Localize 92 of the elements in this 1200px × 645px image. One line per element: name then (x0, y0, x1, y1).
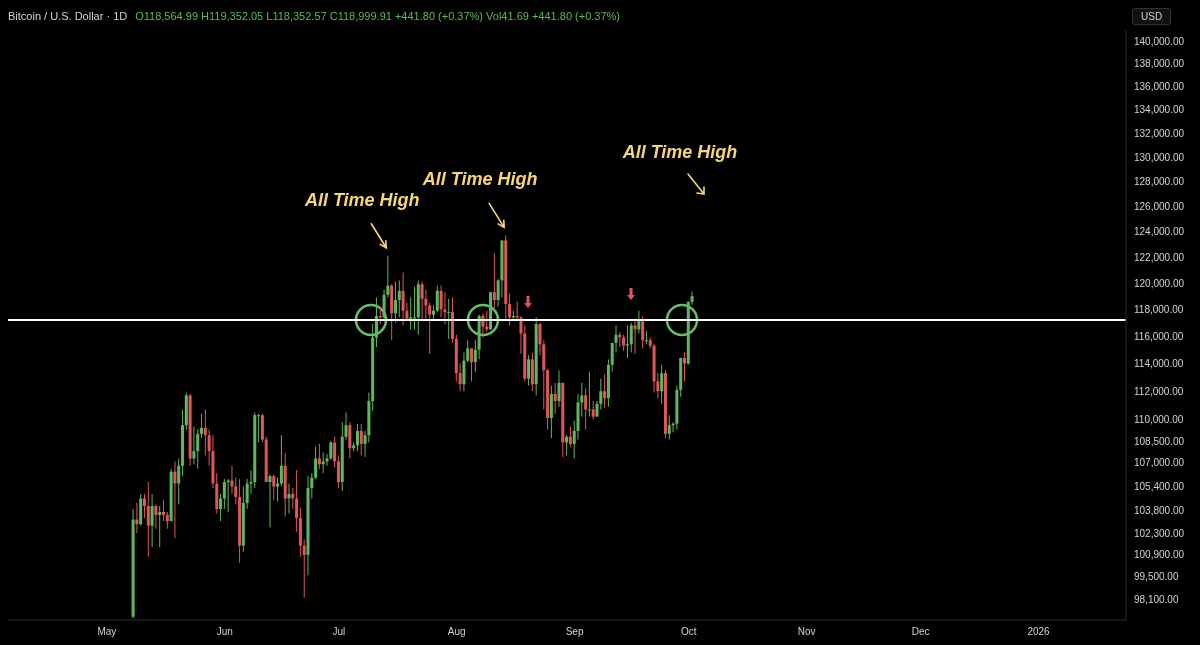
y-tick-label: 116,000.00 (1134, 330, 1184, 342)
candlestick (348, 421, 352, 459)
candlestick (173, 460, 177, 539)
candlestick (527, 354, 531, 387)
candlestick (667, 414, 671, 441)
y-tick-label: 136,000.00 (1134, 81, 1185, 93)
candlestick (412, 286, 416, 330)
candlestick (359, 423, 363, 457)
y-tick-label: 107,000.00 (1134, 457, 1185, 469)
candlestick (302, 538, 306, 598)
candlestick (177, 457, 181, 505)
x-tick-label: Oct (680, 626, 697, 638)
annotation: All Time High (621, 142, 738, 162)
candlestick (321, 452, 325, 474)
y-tick-label: 128,000.00 (1134, 176, 1185, 188)
y-tick-label: 99,500.00 (1134, 571, 1179, 583)
candlestick (553, 382, 557, 415)
chart-title: Bitcoin / U.S. Dollar · 1D (8, 10, 128, 22)
y-tick-label: 118,000.00 (1134, 303, 1184, 315)
y-tick-label: 140,000.00 (1134, 35, 1185, 47)
y-tick-label: 112,000.00 (1134, 385, 1184, 397)
candlestick (314, 446, 318, 480)
candlestick (435, 285, 439, 313)
candlestick (660, 364, 664, 405)
annotation: All Time High (303, 189, 420, 210)
x-tick-label: Jul (332, 626, 346, 638)
candlestick (291, 487, 295, 510)
y-tick-label: 134,000.00 (1134, 104, 1185, 116)
candlestick (393, 281, 397, 324)
candlestick (268, 474, 272, 528)
candlestick (150, 493, 154, 548)
y-tick-label: 103,800.00 (1134, 505, 1185, 517)
y-tick-label: 105,400.00 (1134, 481, 1185, 493)
y-axis-title: USD (1132, 8, 1172, 25)
candlestick (146, 481, 150, 557)
candlestick (192, 426, 196, 465)
y-tick-label: 120,000.00 (1134, 277, 1185, 289)
x-tick-label: Nov (797, 626, 816, 638)
y-tick-label: 114,000.00 (1134, 357, 1184, 369)
y-tick-label: 102,300.00 (1134, 527, 1185, 539)
y-tick-label: 100,900.00 (1134, 549, 1185, 561)
candlestick (317, 443, 321, 470)
y-tick-label: 132,000.00 (1134, 128, 1185, 140)
candlestick (409, 296, 413, 330)
x-tick-label: May (97, 626, 117, 638)
candlestick (447, 298, 451, 340)
chart-subtitle: O118,564.99 H119,352.05 L118,352.57 C118,999.91 +441.80 (+0.37%) Vol41.69 +441.80 (+0.37%) (135, 10, 620, 22)
candlestick (162, 499, 166, 522)
candlestick (470, 347, 474, 382)
candlestick (633, 318, 637, 355)
candlestick (462, 351, 466, 392)
candlestick (222, 478, 226, 510)
candlestick (219, 493, 223, 522)
candlestick (158, 505, 162, 548)
candlestick (154, 503, 158, 530)
candlestick (603, 373, 607, 409)
annotation: All Time High (421, 169, 538, 190)
candlestick (492, 252, 496, 309)
candlestick (374, 296, 378, 348)
candlestick (587, 371, 591, 418)
x-tick-label: Sep (565, 626, 584, 638)
candlestick (196, 428, 200, 470)
y-tick-label: 124,000.00 (1134, 226, 1185, 238)
y-tick-label: 98,100.00 (1134, 593, 1179, 605)
candlestick (557, 369, 561, 408)
candlestick (333, 436, 337, 468)
x-tick-label: 2026 (1027, 626, 1051, 638)
candlestick (200, 413, 204, 439)
y-tick-label: 138,000.00 (1134, 58, 1185, 70)
candlestick (584, 387, 588, 430)
candlestick (420, 281, 424, 320)
x-tick-label: Aug (447, 626, 466, 638)
candlestick (295, 469, 299, 533)
candlestick (682, 351, 686, 382)
candlestick (143, 493, 146, 519)
candlestick (591, 400, 595, 420)
candlestick (629, 322, 633, 353)
candlestick (401, 272, 405, 326)
y-tick-label: 108,500.00 (1134, 435, 1185, 447)
x-tick-label: Jun (216, 626, 233, 638)
candlestick (637, 310, 641, 334)
candlestick (336, 455, 340, 489)
y-tick-label: 130,000.00 (1134, 151, 1185, 163)
candlestick (279, 434, 283, 487)
x-tick-label: Dec (911, 626, 930, 638)
candlestick (568, 426, 572, 448)
y-tick-label: 110,000.00 (1134, 414, 1184, 426)
candlestick (397, 279, 401, 318)
candlestick (272, 474, 276, 501)
candlestick (287, 483, 291, 514)
y-tick-label: 122,000.00 (1134, 251, 1185, 263)
y-tick-label: 126,000.00 (1134, 200, 1185, 212)
